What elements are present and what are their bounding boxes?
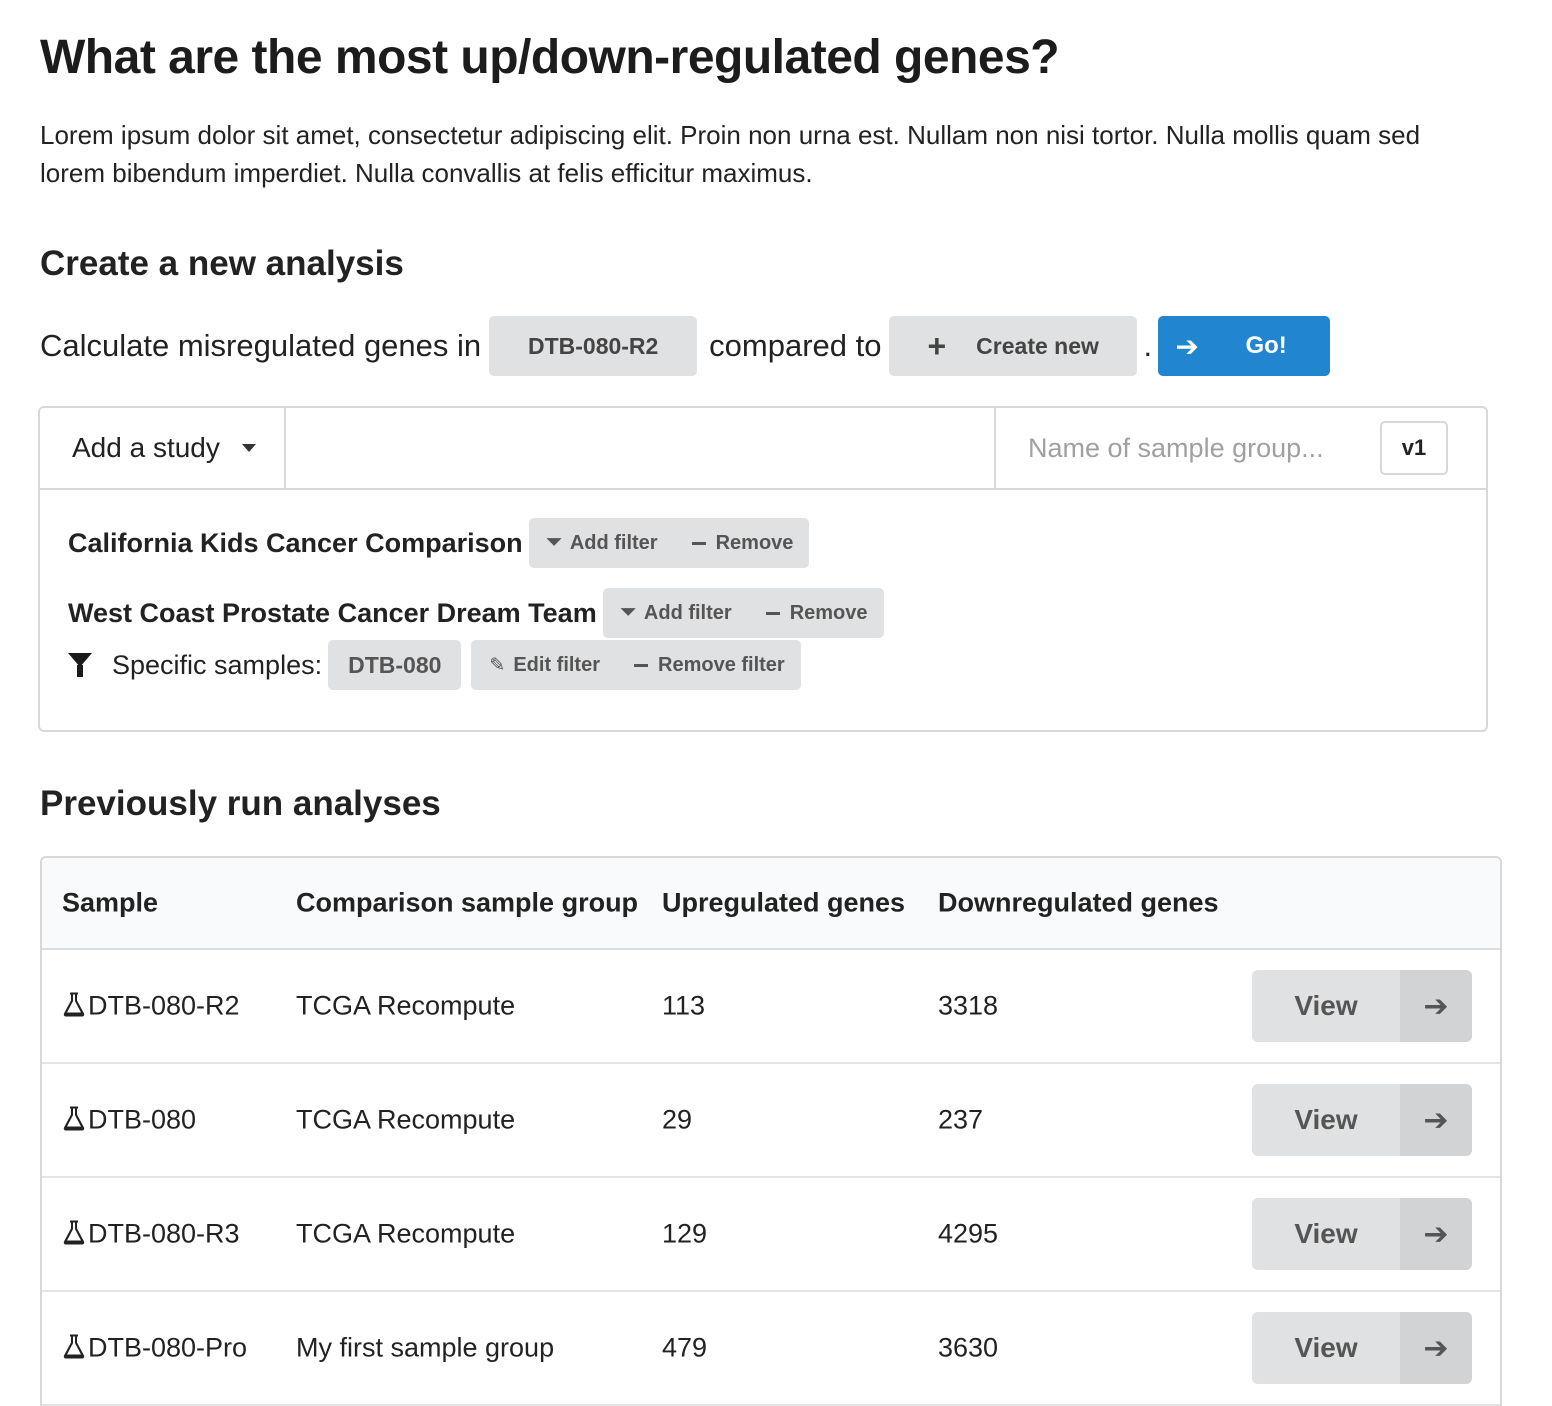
analyses-table: Sample Comparison sample group Upregulat… <box>40 856 1502 1406</box>
calculate-row: Calculate misregulated genes in DTB-080-… <box>40 316 1331 376</box>
edit-filter-button[interactable]: Edit filter <box>513 653 600 676</box>
view-label: View <box>1294 1218 1358 1249</box>
sample-cell: DTB-080 <box>62 1105 196 1136</box>
sample-selector-label: DTB-080-R2 <box>527 332 659 359</box>
column-header-comparison: Comparison sample group <box>296 887 639 918</box>
previous-analyses-heading: Previously run analyses <box>40 784 441 823</box>
flask-icon <box>63 992 85 1017</box>
column-header-downregulated: Downregulated genes <box>938 887 1219 918</box>
intro-paragraph: Lorem ipsum dolor sit amet, consectetur … <box>40 120 1421 188</box>
plus-icon: + <box>927 328 947 364</box>
builder-header-spacer <box>286 408 996 488</box>
add-study-label: Add a study <box>72 432 220 463</box>
study-name: West Coast Prostate Cancer Dream Team <box>68 597 597 628</box>
arrow-right-icon: ➔ <box>1400 1084 1472 1156</box>
arrow-right-icon: ➔ <box>1400 970 1472 1042</box>
study-actions: ⏷ Add filter Remove <box>602 588 884 638</box>
view-button[interactable]: View ➔ <box>1252 1198 1472 1270</box>
view-button[interactable]: View ➔ <box>1252 970 1472 1042</box>
create-new-button[interactable]: + Create new <box>889 316 1138 376</box>
sample-cell: DTB-080-R3 <box>62 1219 240 1250</box>
table-row: DTB-080-R3 TCGA Recompute 129 4295 View … <box>42 1178 1500 1292</box>
view-button[interactable]: View ➔ <box>1252 1312 1472 1384</box>
sample-group-builder: Add a study v1 California Kids Cancer Co… <box>38 406 1488 732</box>
sample-cell: DTB-080-Pro <box>62 1333 247 1364</box>
downregulated-cell: 3318 <box>938 990 999 1021</box>
builder-header: Add a study v1 <box>40 408 1486 490</box>
group-name-area: v1 <box>996 408 1486 488</box>
filter-icon[interactable]: ⏷ <box>546 532 562 553</box>
downregulated-cell: 3630 <box>938 1332 999 1363</box>
edit-icon: ✎ <box>489 654 506 676</box>
arrow-right-icon: ➔ <box>1400 1312 1472 1384</box>
remove-filter-button[interactable]: Remove filter <box>658 653 785 676</box>
study-row: West Coast Prostate Cancer Dream Team ⏷ … <box>68 588 884 638</box>
column-header-upregulated: Upregulated genes <box>662 887 906 918</box>
arrow-right-icon: ➔ <box>1400 1198 1472 1270</box>
flask-icon <box>63 1106 85 1131</box>
upregulated-cell: 479 <box>662 1332 708 1363</box>
view-label: View <box>1294 1332 1358 1363</box>
view-label: View <box>1294 1104 1358 1135</box>
upregulated-cell: 129 <box>662 1218 708 1249</box>
column-header-sample: Sample <box>62 887 159 918</box>
remove-study-button[interactable]: Remove <box>789 601 868 624</box>
view-label: View <box>1294 990 1358 1021</box>
downregulated-cell: 237 <box>938 1104 984 1135</box>
comparison-cell: TCGA Recompute <box>296 1218 516 1249</box>
go-button[interactable]: ➔ Go! <box>1158 316 1331 376</box>
table-row: DTB-080-R2 TCGA Recompute 113 3318 View … <box>42 950 1500 1064</box>
comparison-cell: TCGA Recompute <box>296 1104 516 1135</box>
remove-study-button[interactable]: Remove <box>715 531 794 554</box>
table-row: DTB-080-Pro My first sample group 479 36… <box>42 1292 1500 1406</box>
add-study-dropdown[interactable]: Add a study <box>40 408 286 488</box>
page-title: What are the most up/down-regulated gene… <box>40 31 1060 84</box>
group-name-input[interactable] <box>1028 432 1368 464</box>
flask-icon <box>63 1334 85 1359</box>
filter-label: Specific samples: <box>112 649 323 680</box>
study-name: California Kids Cancer Comparison <box>68 527 523 558</box>
sample-selector-button[interactable]: DTB-080-R2 <box>489 316 698 376</box>
downregulated-cell: 4295 <box>938 1218 999 1249</box>
add-filter-button[interactable]: Add filter <box>569 531 658 554</box>
create-new-label: Create new <box>976 332 1099 359</box>
filter-actions: ✎ Edit filter Remove filter <box>471 640 801 690</box>
filter-sample-chip: DTB-080 <box>328 640 462 690</box>
table-row: DTB-080 TCGA Recompute 29 237 View ➔ <box>42 1064 1500 1178</box>
create-analysis-heading: Create a new analysis <box>40 244 404 283</box>
caret-down-icon <box>241 444 256 452</box>
view-button[interactable]: View ➔ <box>1252 1084 1472 1156</box>
study-row: California Kids Cancer Comparison ⏷ Add … <box>68 518 810 568</box>
flask-icon <box>63 1220 85 1245</box>
minus-icon <box>691 541 706 545</box>
add-filter-button[interactable]: Add filter <box>643 601 732 624</box>
minus-icon <box>634 663 648 667</box>
minus-icon <box>765 611 780 615</box>
filter-icon[interactable]: ⏷ <box>620 602 636 623</box>
funnel-icon <box>68 653 92 677</box>
upregulated-cell: 29 <box>662 1104 693 1135</box>
filter-row: Specific samples: DTB-080 ✎ Edit filter … <box>68 640 801 690</box>
comparison-cell: My first sample group <box>296 1332 555 1363</box>
compared-to-text: compared to <box>709 328 882 363</box>
comparison-cell: TCGA Recompute <box>296 990 516 1021</box>
calc-prefix-text: Calculate misregulated genes in <box>40 328 482 363</box>
go-label: Go! <box>1245 332 1287 359</box>
table-header: Sample Comparison sample group Upregulat… <box>42 858 1500 950</box>
period-text: . <box>1143 328 1153 363</box>
upregulated-cell: 113 <box>662 990 706 1021</box>
study-actions: ⏷ Add filter Remove <box>528 518 810 568</box>
sample-cell: DTB-080-R2 <box>62 991 240 1022</box>
version-badge[interactable]: v1 <box>1380 421 1448 475</box>
arrow-right-icon: ➔ <box>1175 330 1199 362</box>
